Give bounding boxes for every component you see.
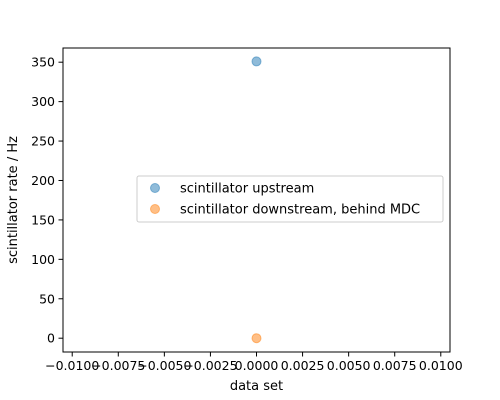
data-point-series-0 xyxy=(251,56,262,67)
y-axis-label: scintillator rate / Hz xyxy=(6,136,21,264)
legend-box xyxy=(136,175,444,223)
legend-label: scintillator downstream, behind MDC xyxy=(180,203,420,218)
legend-marker xyxy=(150,204,160,214)
y-tick-label: 100 xyxy=(31,252,55,267)
x-tick-label: 0.0075 xyxy=(373,358,417,373)
y-tick-label: 350 xyxy=(31,55,55,70)
y-tick-label: 300 xyxy=(31,94,55,109)
x-tick-label: 0.0025 xyxy=(281,358,325,373)
y-tick-label: 250 xyxy=(31,134,55,149)
y-tick-label: 50 xyxy=(39,291,55,306)
y-tick-label: 200 xyxy=(31,173,55,188)
y-tick-label: 150 xyxy=(31,212,55,227)
legend-marker xyxy=(150,183,160,193)
y-axis-ticks: 0 50 100 150 200 250 300 350 xyxy=(31,55,63,346)
x-tick-label: −0.0025 xyxy=(183,358,237,373)
legend-label: scintillator upstream xyxy=(180,182,314,197)
legend-entries: scintillator upstream scintillator downst… xyxy=(150,182,420,218)
y-tick-label: 0 xyxy=(47,331,55,346)
plot-points xyxy=(251,56,262,344)
x-tick-label: 0.0100 xyxy=(419,358,463,373)
x-axis-label: data set xyxy=(230,379,283,394)
x-tick-label: −0.0100 xyxy=(45,358,99,373)
legend: scintillator upstream scintillator downst… xyxy=(136,175,444,223)
x-tick-label: 0.0050 xyxy=(327,358,371,373)
x-tick-label: −0.0050 xyxy=(137,358,191,373)
x-tick-label: 0.0000 xyxy=(235,358,279,373)
plot-frame xyxy=(62,47,451,353)
x-tick-label: −0.0075 xyxy=(91,358,145,373)
data-point-series-1 xyxy=(251,333,262,344)
